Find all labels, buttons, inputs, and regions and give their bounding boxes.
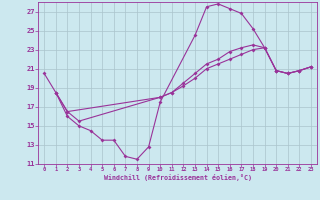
X-axis label: Windchill (Refroidissement éolien,°C): Windchill (Refroidissement éolien,°C) xyxy=(104,174,252,181)
